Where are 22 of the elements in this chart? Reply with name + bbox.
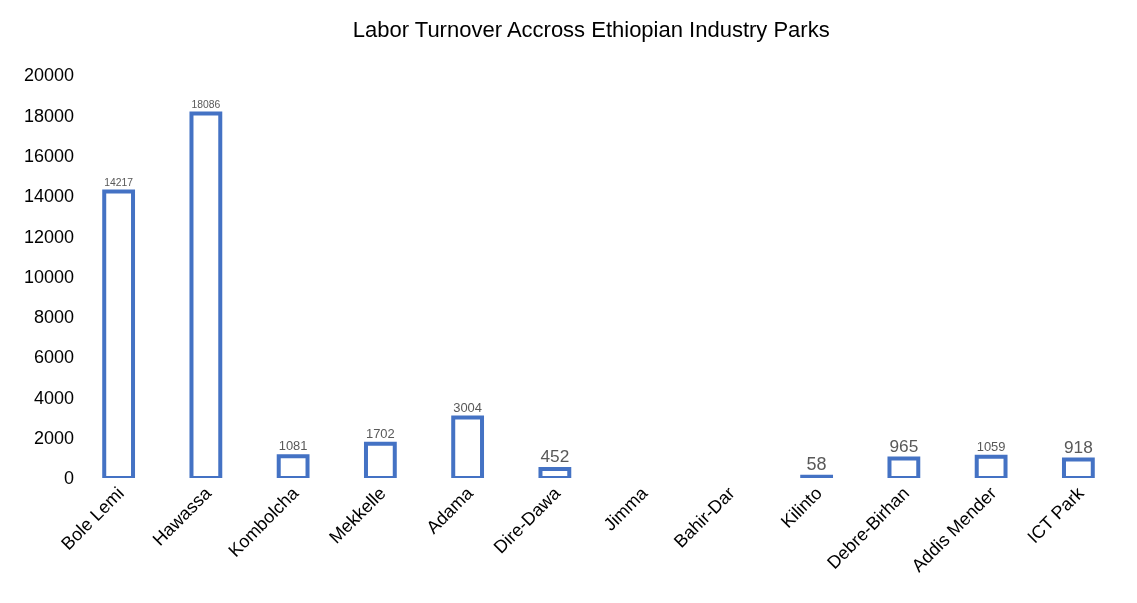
chart-title: Labor Turnover Accross Ethiopian Industry Parks <box>352 16 830 42</box>
y-tick-label: 2000 <box>33 428 74 448</box>
data-label: 58 <box>806 453 827 474</box>
data-label: 1059 <box>976 438 1006 454</box>
data-label: 965 <box>889 435 919 456</box>
data-label: 14217 <box>104 177 134 189</box>
data-label: 3004 <box>453 399 483 415</box>
y-tick-label: 18000 <box>23 105 74 126</box>
y-tick-label: 12000 <box>23 226 74 247</box>
y-tick-label: 6000 <box>33 347 74 368</box>
y-tick-label: 14000 <box>23 186 74 207</box>
data-label: 1702 <box>365 425 395 441</box>
y-tick-label: 4000 <box>33 387 74 408</box>
data-label: 918 <box>1063 436 1093 457</box>
y-tick-label: 8000 <box>33 307 74 328</box>
y-tick-label: 0 <box>63 468 74 489</box>
data-label: 452 <box>540 446 570 467</box>
y-tick-label: 20000 <box>23 65 74 86</box>
data-label: 18086 <box>191 99 221 111</box>
y-tick-label: 16000 <box>23 145 74 166</box>
y-tick-label: 10000 <box>23 266 74 287</box>
data-label: 1081 <box>278 438 308 454</box>
